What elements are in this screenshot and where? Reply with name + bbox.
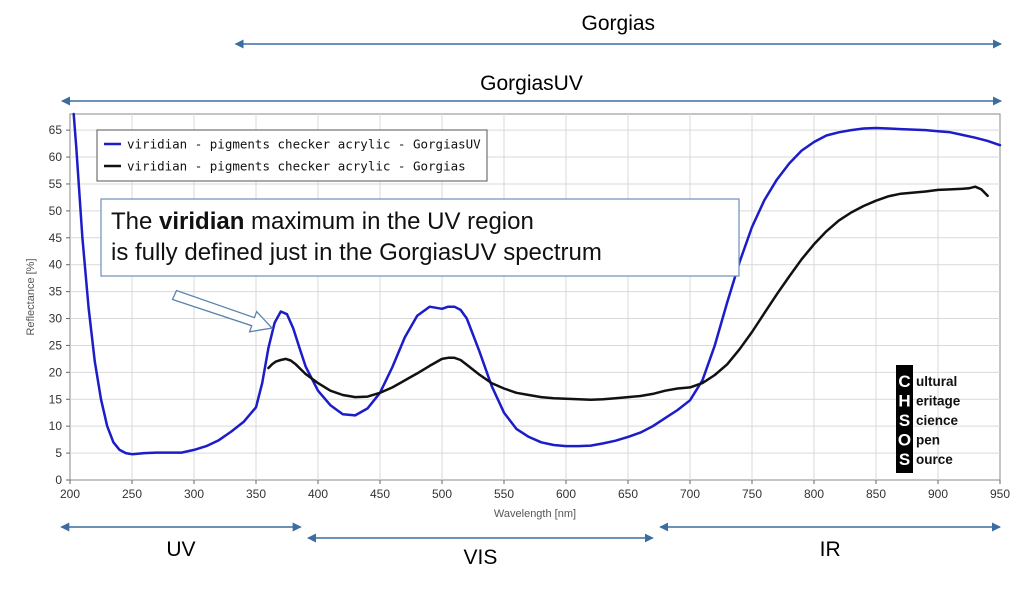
spectral-regions: UV VIS IR: [60, 522, 1001, 569]
legend-entry-uv: viridian - pigments checker acrylic - Go…: [127, 137, 481, 152]
logo-letter: H: [898, 392, 910, 411]
x-tick-label: 950: [990, 487, 1010, 501]
y-tick-label: 50: [49, 204, 63, 218]
annotation-callout: The viridian maximum in the UV region is…: [100, 198, 740, 333]
x-tick-label: 600: [556, 487, 576, 501]
region-label-vis: VIS: [464, 546, 498, 569]
logo-letter: O: [898, 431, 911, 450]
y-tick-label: 25: [49, 338, 63, 352]
series-line-gorgiasuv: [72, 112, 1002, 456]
y-tick-label: 30: [49, 312, 63, 326]
x-tick-label: 550: [494, 487, 514, 501]
logo-word: cience: [916, 413, 959, 428]
logo-word: ultural: [916, 374, 957, 389]
region-label-ir: IR: [820, 538, 841, 561]
y-tick-label: 10: [49, 419, 63, 433]
x-tick-label: 850: [866, 487, 886, 501]
y-tick-label: 35: [49, 285, 63, 299]
y-axis-title: Reflectance [%]: [25, 258, 37, 335]
x-tick-label: 700: [680, 487, 700, 501]
y-tick-label: 65: [49, 123, 63, 137]
x-tick-label: 350: [246, 487, 266, 501]
series-line-gorgias: [267, 185, 989, 402]
y-tick-label: 15: [49, 392, 63, 406]
x-tick-label: 300: [184, 487, 204, 501]
x-axis-ticks: 200 250 300 350 400 450 500 550 600 650 700 750 800 8…: [60, 480, 1010, 501]
x-tick-label: 500: [432, 487, 452, 501]
y-tick-label: 60: [49, 150, 63, 164]
y-tick-label: 20: [49, 365, 63, 379]
region-label-uv: UV: [166, 538, 195, 561]
x-axis-title: Wavelength [nm]: [494, 508, 576, 520]
range-bar-gorgias: Gorgias: [234, 12, 1002, 49]
range-bar-gorgiasuv: GorgiasUV: [61, 72, 1002, 106]
series-layer: [72, 112, 1002, 456]
logo-word: pen: [916, 433, 940, 448]
logo-letter: S: [899, 450, 910, 469]
annotation-box: [100, 198, 740, 277]
annotation-arrow: [171, 289, 274, 333]
x-tick-label: 250: [122, 487, 142, 501]
x-tick-label: 450: [370, 487, 390, 501]
x-tick-label: 400: [308, 487, 328, 501]
y-tick-label: 5: [55, 446, 62, 460]
logo-bar: [896, 365, 913, 473]
y-tick-label: 55: [49, 177, 63, 191]
logo-letter: S: [899, 411, 910, 430]
y-tick-label: 0: [55, 473, 62, 487]
x-tick-label: 900: [928, 487, 948, 501]
logo-word: ource: [916, 452, 953, 467]
annotation-line-1: The viridian maximum in the UV region: [111, 208, 534, 235]
x-tick-label: 650: [618, 487, 638, 501]
y-tick-label: 45: [49, 231, 63, 245]
legend-entry-vis: viridian - pigments checker acrylic - Go…: [127, 159, 466, 174]
logo-word: eritage: [916, 394, 961, 409]
legend-box: [96, 129, 488, 182]
gorgiasuv-range-label: GorgiasUV: [480, 72, 583, 95]
y-tick-label: 40: [49, 258, 63, 272]
logo-letter: C: [898, 372, 910, 391]
x-tick-label: 800: [804, 487, 824, 501]
legend: viridian - pigments checker acrylic - Go…: [96, 129, 488, 182]
annotation-line-2: is fully defined just in the GorgiasUV s…: [111, 239, 602, 266]
x-tick-label: 200: [60, 487, 80, 501]
y-axis-ticks: 0 5 10 15 20 25 30 35 40 45 50 55 60 65: [49, 123, 70, 487]
gorgias-range-label: Gorgias: [582, 12, 656, 35]
x-tick-label: 750: [742, 487, 762, 501]
